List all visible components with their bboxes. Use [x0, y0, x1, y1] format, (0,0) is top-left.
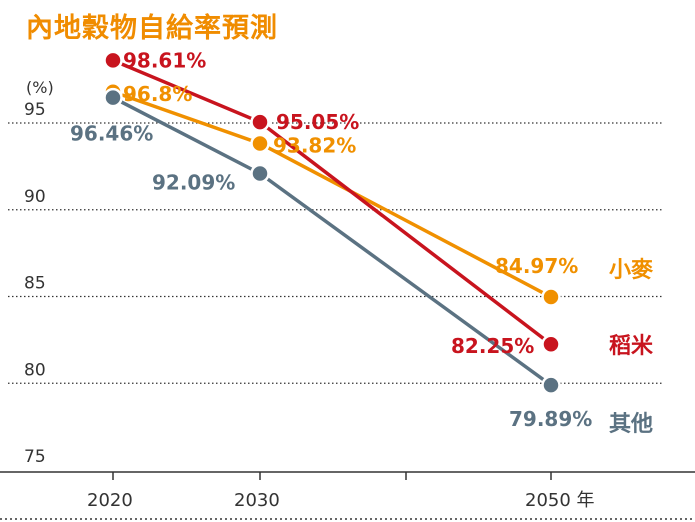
- data-point-2-2020: [103, 87, 123, 108]
- series-name-label-1: 稻米: [609, 334, 654, 359]
- data-label-1-2030: 95.05%: [276, 110, 359, 134]
- data-point-0-2050: [541, 287, 561, 307]
- data-label-1-2020: 98.61%: [123, 48, 206, 72]
- y-axis: 75 80 85 90 95 (%): [24, 78, 54, 467]
- y-tick-label-95: 95: [24, 100, 46, 120]
- chart-title: 內地穀物自給率預測: [26, 13, 278, 44]
- y-axis-unit: (%): [26, 78, 54, 97]
- data-label-1-2050: 82.25%: [451, 334, 534, 358]
- data-label-2-2020: 96.46%: [70, 122, 153, 146]
- series-name-label-0: 小麥: [609, 257, 654, 283]
- data-label-2-2050: 79.89%: [509, 407, 592, 431]
- data-label-0-2050: 84.97%: [495, 254, 578, 278]
- x-axis: 2020 2030 2050 年: [0, 471, 695, 520]
- x-tick-label-2050: 2050 年: [525, 490, 595, 511]
- data-point-2-2030: [250, 163, 270, 184]
- data-labels: 96.8% 93.82% 84.97% 小麥 98.61% 95.05% 82.25% 稻米 9…: [70, 48, 654, 437]
- x-tick-label-2030: 2030: [234, 490, 280, 511]
- y-tick-label-85: 85: [24, 274, 46, 294]
- data-label-2-2030: 92.09%: [152, 170, 235, 194]
- data-point-1-2020: [103, 50, 123, 71]
- data-point-1-2050: [541, 334, 561, 354]
- x-tick-label-2020: 2020: [87, 490, 133, 511]
- series-name-label-2: 其他: [609, 412, 653, 437]
- y-tick-label-75: 75: [24, 447, 46, 467]
- data-point-1-2030: [250, 112, 270, 132]
- y-tick-label-80: 80: [24, 360, 46, 380]
- data-point-0-2030: [250, 133, 270, 154]
- data-label-0-2030: 93.82%: [273, 133, 356, 157]
- data-label-0-2020: 96.8%: [123, 82, 192, 106]
- data-point-2-2050: [541, 375, 561, 395]
- series-group: [103, 50, 561, 395]
- y-tick-label-90: 90: [24, 187, 46, 207]
